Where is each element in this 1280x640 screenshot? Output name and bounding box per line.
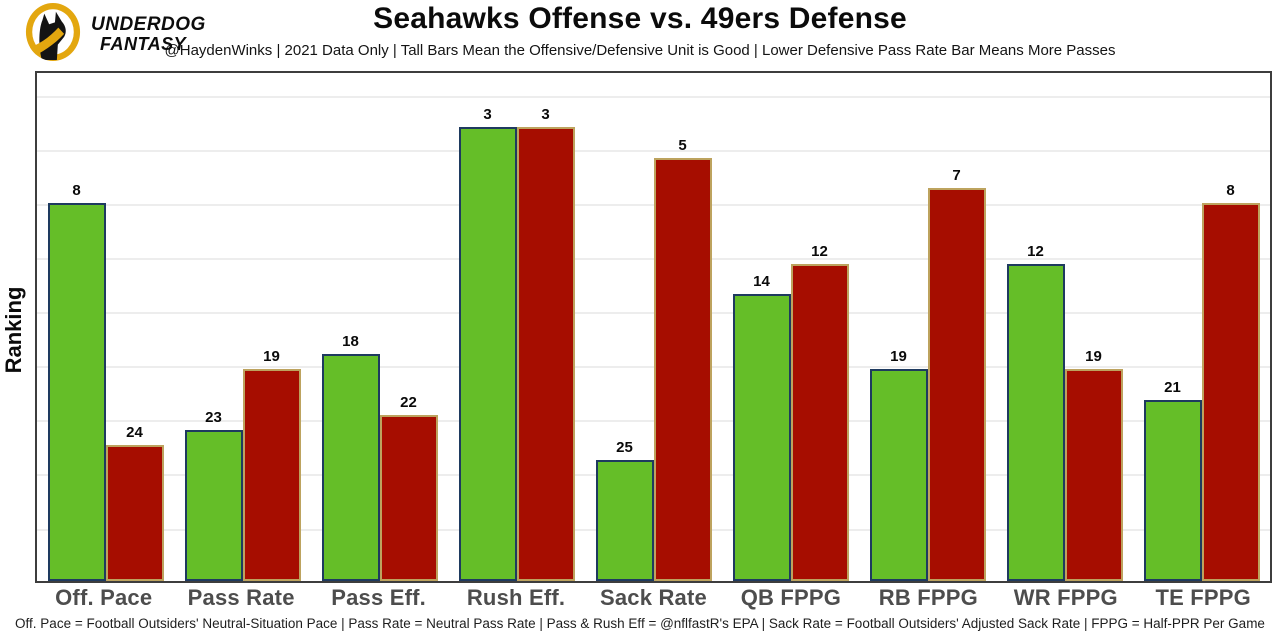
bar-value-label: 12 bbox=[811, 242, 828, 260]
brand: UNDERDOG FANTASY bbox=[24, 2, 206, 62]
offense-bar-pass-rate: 23 bbox=[184, 409, 243, 581]
offense-bar-sack-rate: 25 bbox=[595, 439, 654, 581]
offense-bar-wr-fppg: 12 bbox=[1006, 243, 1065, 581]
bar-group-wr-fppg: 12 19 bbox=[996, 73, 1133, 581]
x-axis-label-wr-fppg: WR FPPG bbox=[1013, 585, 1118, 610]
chart-title: Seahawks Offense vs. 49ers Defense bbox=[373, 2, 907, 35]
bar-value-label: 12 bbox=[1027, 242, 1044, 260]
x-axis-label-rb-fppg: RB FPPG bbox=[878, 585, 978, 610]
gridline bbox=[37, 149, 1270, 152]
bar-group-pass-rate: 23 19 bbox=[174, 73, 311, 581]
bar-groups: 8 24 23 19 18 22 3 3 25 5 14 12 19 7 12 19 21 8 bbox=[37, 73, 1270, 581]
bar-value-label: 5 bbox=[678, 136, 687, 154]
defense-bar-qb-fppg: 12 bbox=[790, 243, 849, 581]
bar-group-qb-fppg: 14 12 bbox=[722, 73, 859, 581]
footnote: Off. Pace = Football Outsiders' Neutral-… bbox=[15, 616, 1265, 631]
offense-bar-pass-eff: 18 bbox=[321, 333, 380, 581]
x-axis-label-sack-rate: Sack Rate bbox=[599, 585, 707, 610]
bar-value-label: 8 bbox=[72, 182, 81, 200]
x-axis-label-qb-fppg: QB FPPG bbox=[740, 585, 842, 610]
bar-value-label: 3 bbox=[541, 106, 550, 124]
offense-bar-off-pace: 8 bbox=[47, 182, 106, 581]
bar-group-te-fppg: 21 8 bbox=[1133, 73, 1270, 581]
bar-group-sack-rate: 25 5 bbox=[585, 73, 722, 581]
gridline bbox=[37, 95, 1270, 98]
bar-value-label: 18 bbox=[342, 333, 359, 351]
x-axis-label-pass-eff: Pass Eff. bbox=[331, 585, 426, 610]
y-axis-label: Ranking bbox=[1, 286, 26, 374]
offense-bar-te-fppg: 21 bbox=[1143, 379, 1202, 581]
defense-bar-rb-fppg: 7 bbox=[927, 167, 986, 581]
underdog-dog-logo-icon bbox=[24, 2, 82, 62]
x-axis-label-te-fppg: TE FPPG bbox=[1155, 585, 1251, 610]
bar-value-label: 14 bbox=[753, 272, 770, 290]
bar-group-off-pace: 8 24 bbox=[37, 73, 174, 581]
x-axis-label-pass-rate: Pass Rate bbox=[187, 585, 295, 610]
defense-bar-pass-rate: 19 bbox=[242, 348, 301, 581]
brand-name-fantasy: FANTASY bbox=[100, 33, 187, 54]
bar-value-label: 19 bbox=[263, 348, 280, 366]
defense-bar-pass-eff: 22 bbox=[379, 394, 438, 581]
bar-value-label: 8 bbox=[1226, 182, 1235, 200]
bar-value-label: 19 bbox=[890, 348, 907, 366]
defense-bar-wr-fppg: 19 bbox=[1064, 348, 1123, 581]
brand-name-underdog: UNDERDOG bbox=[91, 14, 206, 35]
bar-value-label: 19 bbox=[1085, 348, 1102, 366]
defense-bar-off-pace: 24 bbox=[105, 424, 164, 581]
bar-group-pass-eff: 18 22 bbox=[311, 73, 448, 581]
bar-value-label: 3 bbox=[483, 106, 492, 124]
bar-group-rb-fppg: 19 7 bbox=[859, 73, 996, 581]
plot-area: 8 24 23 19 18 22 3 3 25 5 14 12 19 7 12 19 21 8 bbox=[35, 71, 1272, 583]
bar-value-label: 7 bbox=[952, 166, 961, 184]
x-axis-labels: Off. Pace Pass Rate Pass Eff. Rush Eff. Sack… bbox=[35, 585, 1272, 611]
bar-value-label: 25 bbox=[616, 439, 633, 457]
bar-value-label: 23 bbox=[205, 408, 222, 426]
defense-bar-rush-eff: 3 bbox=[516, 106, 575, 581]
bar-value-label: 21 bbox=[1164, 378, 1181, 396]
x-axis-label-off-pace: Off. Pace bbox=[55, 585, 153, 610]
bar-value-label: 22 bbox=[400, 393, 417, 411]
bar-value-label: 24 bbox=[126, 423, 143, 441]
offense-bar-rb-fppg: 19 bbox=[869, 348, 928, 581]
chart-subtitle: @HaydenWinks | 2021 Data Only | Tall Bar… bbox=[164, 42, 1116, 59]
x-axis-label-rush-eff: Rush Eff. bbox=[466, 585, 566, 610]
offense-bar-qb-fppg: 14 bbox=[732, 273, 791, 581]
offense-bar-rush-eff: 3 bbox=[458, 106, 517, 581]
defense-bar-te-fppg: 8 bbox=[1201, 182, 1260, 581]
defense-bar-sack-rate: 5 bbox=[653, 137, 712, 581]
